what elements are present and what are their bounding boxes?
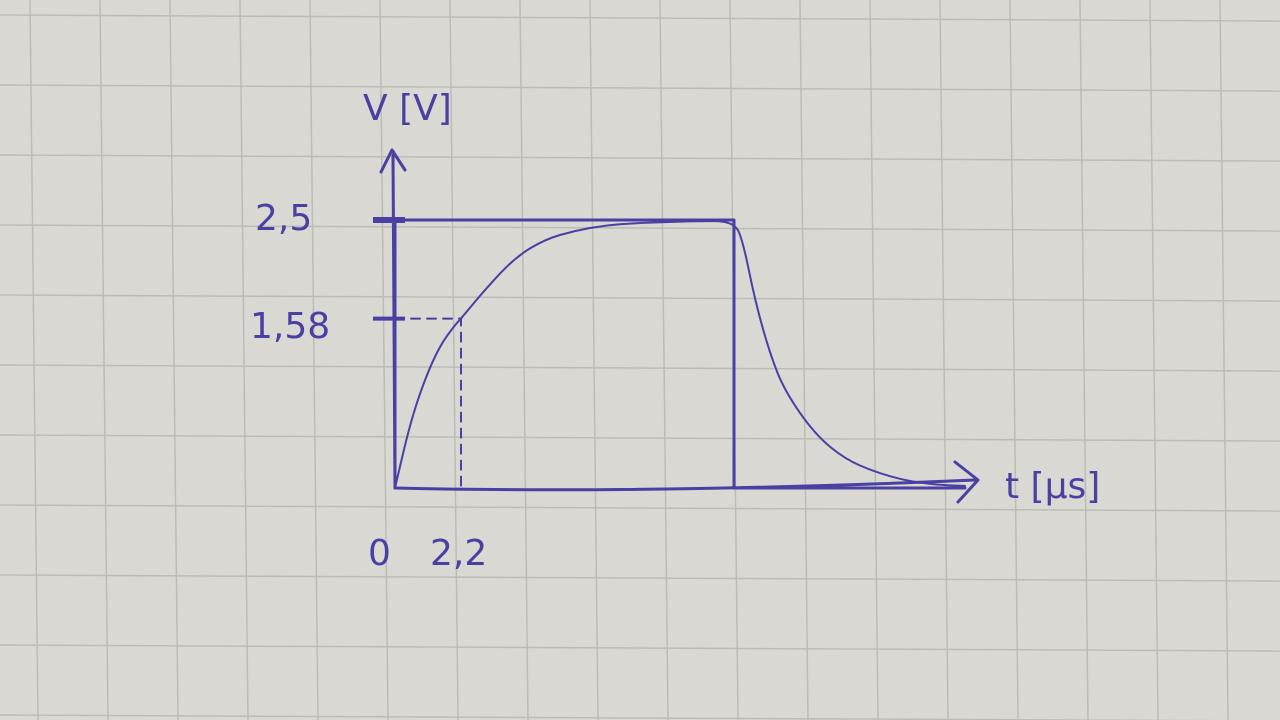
grid-line-horizontal (0, 364, 1280, 372)
grid-line-vertical (799, 0, 809, 720)
series-group (393, 218, 967, 490)
y-axis-label: V [V] (363, 88, 452, 129)
grid-line-vertical (169, 0, 179, 720)
rc-response-curve (394, 220, 966, 489)
labels: V [V] t [μs] 2,5 1,58 0 2,2 (250, 88, 1100, 574)
grid-line-vertical (379, 0, 389, 720)
grid-line-vertical (449, 0, 459, 720)
grid-line-vertical (99, 0, 109, 720)
square-pulse-line (393, 218, 967, 490)
grid-line-horizontal (0, 644, 1280, 652)
grid-line-horizontal (0, 84, 1280, 92)
grid-line-vertical (1009, 0, 1019, 720)
y-tick-label-1-58: 1,58 (250, 306, 330, 347)
y-tick-label-2-5: 2,5 (255, 198, 312, 239)
grid-line-horizontal (0, 154, 1280, 162)
grid-line-vertical (1219, 0, 1229, 720)
grid-line-vertical (239, 0, 249, 720)
grid-line-horizontal (0, 294, 1280, 302)
grid-line-vertical (519, 0, 529, 720)
grid-line-vertical (869, 0, 879, 720)
grid-line-horizontal (0, 714, 1227, 720)
guide-lines (394, 317, 462, 489)
grid-line-vertical (29, 0, 39, 720)
y-tick-marks (373, 217, 405, 321)
x-tick-label-0: 0 (368, 533, 391, 574)
grid-line-horizontal (0, 574, 1280, 582)
grid-line-vertical (309, 0, 319, 720)
grid-line-horizontal (0, 504, 1280, 512)
grid-line-horizontal (0, 434, 1280, 442)
grid-line-vertical (659, 0, 669, 720)
grid-line-vertical (939, 0, 949, 720)
x-axis (393, 478, 977, 492)
grid-line-vertical (1149, 0, 1159, 720)
x-tick-label-2-2: 2,2 (430, 533, 487, 574)
x-axis-arrowhead (953, 460, 980, 504)
grid-line-horizontal (0, 14, 1280, 22)
x-axis-label: t [μs] (1005, 466, 1100, 507)
grid-line-vertical (589, 0, 599, 720)
guide-line-1-58-at-2-2 (394, 317, 462, 489)
y-axis-arrowhead (379, 148, 407, 174)
axes (379, 148, 980, 504)
grid-line-vertical (1079, 0, 1089, 720)
grid-line-horizontal (0, 224, 1280, 232)
